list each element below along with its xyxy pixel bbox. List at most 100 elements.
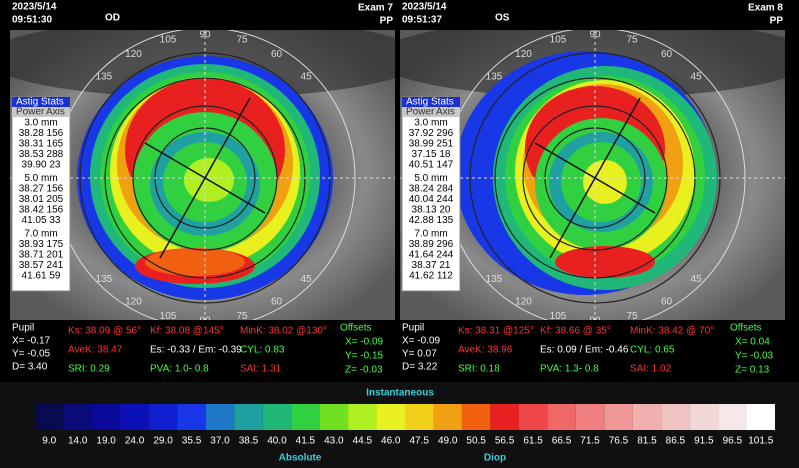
map: 45 45 60 60 75 75 90 90 105 105 120 120 135 135	[400, 30, 785, 327]
astig-section: 5.0 mm	[414, 173, 447, 184]
pva: PVA: 1.0- 0.8	[150, 364, 209, 375]
scale-label: 37.0	[210, 436, 230, 447]
ks: Ks: 38.09 @ 56°	[68, 326, 141, 337]
scale-label: 50.5	[466, 436, 486, 447]
offsets-title: Offsets	[340, 323, 372, 334]
degree-label: 75	[626, 311, 638, 322]
scale-unit: Diop	[484, 453, 506, 464]
axis-line	[534, 142, 656, 214]
degree-label: 75	[626, 35, 638, 46]
scale-swatch	[490, 404, 519, 430]
offsets-z: Z= -0.03	[345, 365, 383, 376]
astig-title: Astig Stats	[406, 97, 454, 108]
eye-label: OS	[495, 13, 510, 24]
scale-label: 96.5	[723, 436, 743, 447]
cyl: CYL: 0.65	[630, 345, 675, 356]
scale-label: 46.0	[381, 436, 401, 447]
scale-label: 41.5	[296, 436, 316, 447]
scale-swatch	[689, 404, 719, 430]
scale-swatch	[63, 404, 92, 430]
degree-label: 90	[589, 316, 601, 327]
degree-label: 105	[160, 35, 177, 46]
degree-label: 90	[199, 316, 211, 327]
degree-label: 75	[236, 311, 248, 322]
astig-row: 38.99 251	[409, 139, 454, 150]
power-zone	[583, 160, 627, 204]
degree-label: 60	[271, 296, 283, 307]
astig-section: 7.0 mm	[24, 229, 57, 240]
degree-label: 105	[160, 311, 177, 322]
astig-row: 40.51 147	[409, 160, 454, 171]
degree-label: 60	[271, 49, 283, 60]
astig-section: 7.0 mm	[414, 229, 447, 240]
scale-label: 81.5	[637, 436, 657, 447]
scale-label: 38.5	[239, 436, 259, 447]
date: 2023/5/14	[402, 2, 447, 13]
sai: SAI: 1.31	[240, 364, 282, 375]
scale-label: 24.0	[125, 436, 145, 447]
scale-label: 49.0	[438, 436, 458, 447]
degree-label: 90	[589, 30, 601, 41]
scale-label: 86.5	[666, 436, 686, 447]
sai: SAI: 1.02	[630, 364, 672, 375]
astig-title: Astig Stats	[16, 97, 64, 108]
degree-label: 135	[486, 274, 503, 285]
astig-columns	[402, 107, 460, 117]
astig-row: 38.27 156	[19, 184, 64, 195]
astig-row: 38.24 284	[409, 184, 454, 195]
scale-swatch	[205, 404, 235, 430]
scale-label: 61.5	[523, 436, 543, 447]
astig-row: 41.61 59	[22, 271, 61, 282]
astig-row: 38.37 21	[412, 260, 451, 271]
operator: PP	[380, 16, 394, 27]
scale-swatch	[746, 404, 775, 430]
degree-label: 135	[486, 72, 503, 83]
avek: AveK: 38.96	[458, 345, 513, 356]
scale-swatch	[35, 404, 64, 430]
degree-label: 120	[125, 49, 142, 60]
scale-swatch	[91, 404, 121, 430]
offsets-x: X= -0.09	[345, 337, 384, 348]
sri: SRI: 0.29	[68, 364, 110, 375]
exam: Exam 8	[748, 3, 783, 14]
astig-row: 38.31 165	[19, 139, 64, 150]
scale-label: 43.0	[324, 436, 344, 447]
exam: Exam 7	[358, 3, 393, 14]
astig-section: 3.0 mm	[24, 118, 57, 129]
astig-row: 38.01 205	[19, 194, 64, 205]
astig-row: 37.15 18	[412, 149, 451, 160]
mink: MinK: 38.42 @ 70°	[630, 326, 714, 337]
astig-section: 3.0 mm	[414, 118, 447, 129]
astig-row: 38.57 241	[19, 260, 64, 271]
pupil-x: X= -0.09	[402, 336, 441, 347]
scale-swatch	[575, 404, 605, 430]
astig-row: 38.53 288	[19, 149, 64, 160]
astig-row: 37.92 296	[409, 128, 454, 139]
astig-column: Power	[16, 107, 45, 118]
scale-label: 76.5	[609, 436, 629, 447]
scale-label: 47.5	[409, 436, 429, 447]
scale-swatch	[234, 404, 263, 430]
es-em: Es: 0.09 / Em: -0.46	[540, 345, 629, 356]
astig-row: 38.89 296	[409, 239, 454, 250]
scale-swatch	[291, 404, 320, 430]
axis-line	[144, 142, 266, 214]
kf: Kf: 38.66 @ 35°	[540, 326, 611, 337]
pupil-x: X= -0.17	[12, 336, 51, 347]
es-em: Es: -0.33 / Em: -0.39	[150, 345, 242, 356]
scale-label: 40.0	[267, 436, 287, 447]
offsets-x: X= 0.04	[735, 337, 770, 348]
degree-label: 60	[661, 296, 673, 307]
pupil-title: Pupil	[402, 323, 424, 334]
scale-label: 66.5	[552, 436, 572, 447]
power-zone	[555, 246, 655, 278]
sri: SRI: 0.18	[458, 364, 500, 375]
scale-label: 91.5	[694, 436, 714, 447]
scale-label: 35.5	[182, 436, 202, 447]
scale-swatch	[348, 404, 377, 430]
astig-row: 38.42 156	[19, 205, 64, 216]
scale-swatch	[405, 404, 434, 430]
astig-column: Axis	[46, 107, 65, 118]
degree-label: 60	[661, 49, 673, 60]
